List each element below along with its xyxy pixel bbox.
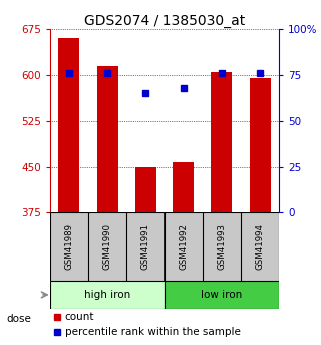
Bar (135, 167, 156, 213)
Text: GSM41991: GSM41991 (141, 223, 150, 270)
Bar (58, 39, 79, 213)
Bar (97, 66, 118, 213)
Text: count: count (65, 312, 94, 322)
Title: GDS2074 / 1385030_at: GDS2074 / 1385030_at (84, 14, 245, 28)
Bar (250, 78, 271, 213)
Text: high iron: high iron (84, 290, 130, 300)
Bar (164, 280, 279, 309)
Text: GSM41989: GSM41989 (65, 223, 74, 270)
Text: GSM41993: GSM41993 (217, 223, 226, 270)
Bar (211, 72, 232, 213)
Text: GSM41992: GSM41992 (179, 223, 188, 270)
Text: dose: dose (6, 314, 31, 324)
Bar (50, 280, 164, 309)
Text: percentile rank within the sample: percentile rank within the sample (65, 327, 240, 337)
Text: low iron: low iron (201, 290, 243, 300)
Text: GSM41990: GSM41990 (103, 223, 112, 270)
Text: GSM41994: GSM41994 (256, 223, 265, 270)
Bar (173, 162, 194, 213)
